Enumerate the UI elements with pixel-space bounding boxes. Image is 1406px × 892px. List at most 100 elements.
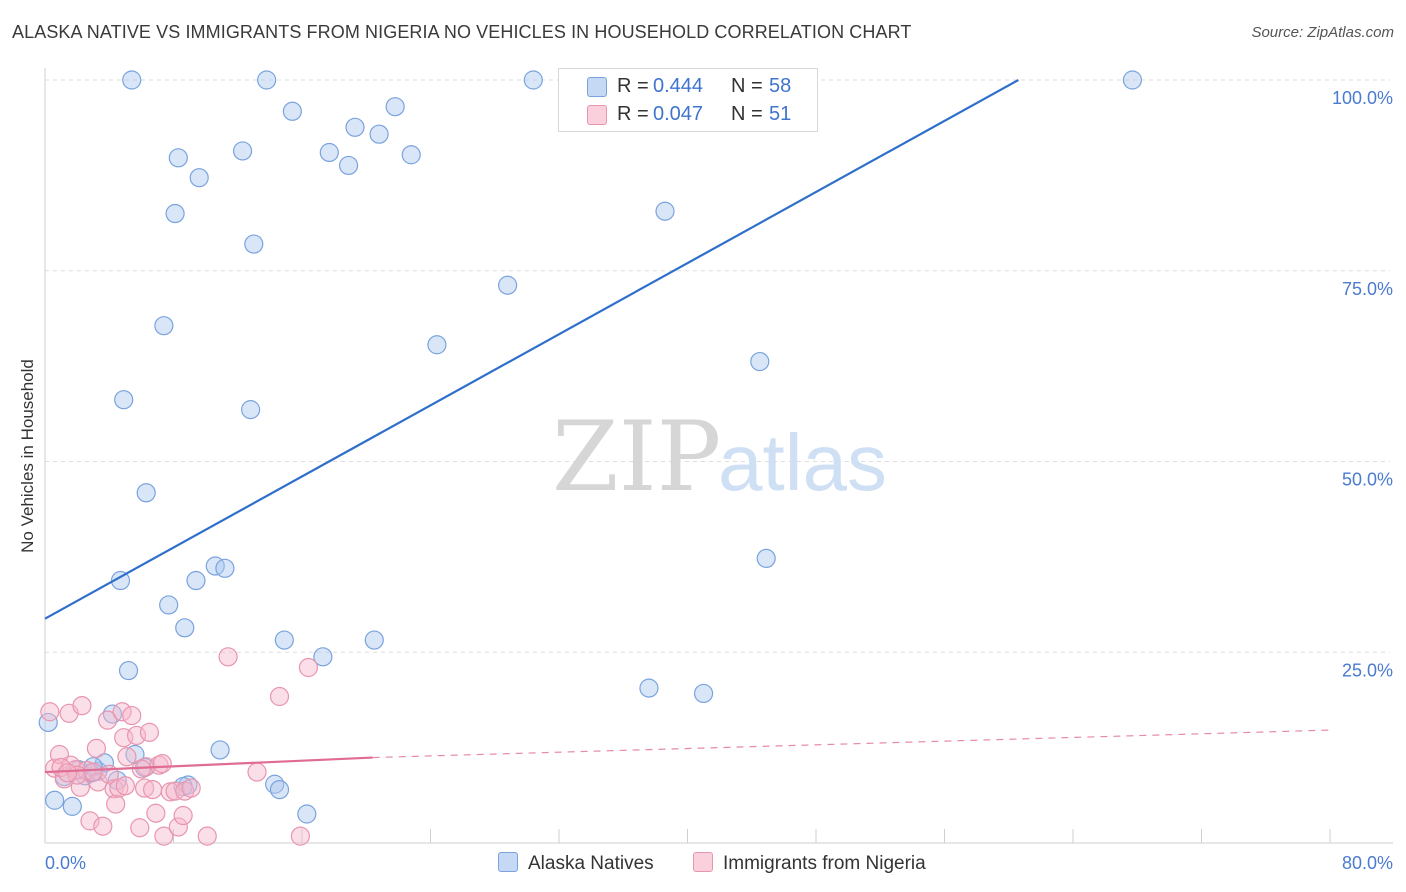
point-alaska-natives: [274, 630, 294, 650]
point-immigrants-nigeria: [168, 817, 188, 837]
point-alaska-natives: [244, 234, 264, 254]
series-legend-alaska: Alaska Natives: [498, 852, 654, 875]
point-immigrants-nigeria: [247, 762, 267, 782]
point-alaska-natives: [210, 740, 230, 760]
point-alaska-natives: [369, 124, 389, 144]
y-tick-label: 25.0%: [1342, 660, 1393, 680]
point-alaska-natives: [175, 618, 195, 638]
point-alaska-natives: [159, 595, 179, 615]
point-immigrants-nigeria: [197, 826, 217, 846]
point-immigrants-nigeria: [146, 803, 166, 823]
point-alaska-natives: [401, 145, 421, 165]
point-immigrants-nigeria: [40, 702, 60, 722]
point-immigrants-nigeria: [117, 747, 137, 767]
point-immigrants-nigeria: [112, 702, 132, 722]
chart-title: ALASKA NATIVE VS IMMIGRANTS FROM NIGERIA…: [12, 22, 912, 42]
point-alaska-natives: [693, 683, 714, 704]
point-alaska-natives: [523, 70, 543, 90]
point-alaska-natives: [297, 804, 317, 824]
legend-r-value: 0.444: [653, 75, 704, 97]
point-immigrants-nigeria: [70, 777, 90, 797]
point-alaska-natives: [313, 647, 333, 667]
point-immigrants-nigeria: [165, 781, 185, 801]
legend-n-label: N =: [731, 103, 763, 125]
point-alaska-natives: [364, 630, 384, 650]
stats-legend: R = 0.444 N = 58 R = 0.047 N = 51: [558, 68, 818, 132]
point-alaska-natives: [385, 97, 405, 117]
series-swatch-alaska: [498, 852, 518, 872]
point-alaska-natives: [269, 779, 290, 800]
point-immigrants-nigeria: [143, 779, 163, 800]
trend-lines: [44, 79, 1331, 774]
point-immigrants-nigeria: [115, 776, 135, 796]
point-alaska-natives: [338, 155, 359, 176]
point-immigrants-nigeria: [218, 647, 238, 667]
point-alaska-natives: [282, 101, 302, 121]
y-tick-label: 50.0%: [1342, 470, 1393, 490]
point-immigrants-nigeria: [80, 811, 100, 831]
trend-line-alaska-natives: [44, 79, 1019, 620]
point-immigrants-nigeria: [290, 826, 310, 846]
stats-legend-row-alaska: R = 0.444 N = 58: [559, 73, 817, 101]
trend-line-extension-immigrants-nigeria: [372, 729, 1331, 759]
trend-line-immigrants-nigeria: [44, 756, 373, 774]
watermark-zip: ZIP: [552, 401, 721, 513]
point-immigrants-nigeria: [98, 710, 118, 730]
point-immigrants-nigeria: [269, 686, 290, 707]
legend-swatch-nigeria: [587, 105, 607, 125]
point-immigrants-nigeria: [173, 805, 193, 826]
point-immigrants-nigeria: [93, 816, 113, 836]
point-alaska-natives: [756, 548, 776, 569]
point-immigrants-nigeria: [106, 794, 126, 814]
legend-r-label: R =: [617, 103, 649, 125]
point-alaska-natives: [154, 316, 174, 336]
series-name-nigeria: Immigrants from Nigeria: [723, 853, 926, 874]
watermark-atlas: atlas: [718, 418, 887, 507]
legend-n-value: 51: [769, 103, 792, 125]
series-legend-nigeria: Immigrants from Nigeria: [693, 852, 926, 875]
axis-ticks: 100.0% 75.0% 50.0% 25.0% 0.0% 80.0%: [45, 88, 1393, 873]
point-immigrants-nigeria: [88, 772, 108, 792]
point-alaska-natives: [319, 142, 339, 163]
legend-r-label: R =: [617, 75, 649, 97]
point-alaska-natives: [189, 168, 209, 188]
point-immigrants-nigeria: [57, 763, 78, 783]
point-immigrants-nigeria: [298, 657, 319, 678]
point-immigrants-nigeria: [86, 738, 107, 758]
point-immigrants-nigeria: [181, 778, 201, 798]
point-alaska-natives: [136, 483, 156, 503]
point-alaska-natives: [750, 351, 770, 372]
watermark: ZIP atlas: [552, 401, 887, 513]
point-immigrants-nigeria: [83, 762, 103, 782]
point-alaska-natives: [215, 558, 235, 578]
legend-swatch-alaska: [587, 77, 607, 97]
series-name-alaska: Alaska Natives: [528, 853, 654, 874]
y-tick-label: 100.0%: [1332, 88, 1393, 108]
point-alaska-natives: [122, 70, 142, 90]
point-alaska-natives: [168, 148, 188, 168]
point-alaska-natives: [118, 660, 139, 681]
point-immigrants-nigeria: [130, 818, 150, 838]
point-alaska-natives: [427, 335, 447, 355]
point-alaska-natives: [165, 203, 185, 224]
x-tick-label-min: 0.0%: [45, 853, 86, 873]
point-alaska-natives: [655, 201, 675, 221]
x-tick-label-max: 80.0%: [1342, 853, 1393, 873]
point-alaska-natives: [110, 570, 131, 591]
stats-legend-row-nigeria: R = 0.047 N = 51: [559, 101, 817, 129]
source-label: Source: ZipAtlas.com: [1251, 24, 1394, 41]
point-alaska-natives: [639, 678, 659, 698]
point-immigrants-nigeria: [72, 696, 92, 716]
legend-r-value: 0.047: [653, 103, 704, 125]
point-immigrants-nigeria: [134, 778, 155, 798]
y-tick-label: 75.0%: [1342, 279, 1393, 299]
point-alaska-natives: [1122, 70, 1143, 90]
point-immigrants-nigeria: [122, 705, 142, 726]
point-alaska-natives: [257, 70, 277, 90]
point-immigrants-nigeria: [152, 754, 172, 774]
point-immigrants-nigeria: [139, 722, 160, 742]
legend-n-label: N =: [731, 75, 763, 97]
point-alaska-natives: [114, 390, 134, 410]
point-alaska-natives: [498, 275, 518, 295]
